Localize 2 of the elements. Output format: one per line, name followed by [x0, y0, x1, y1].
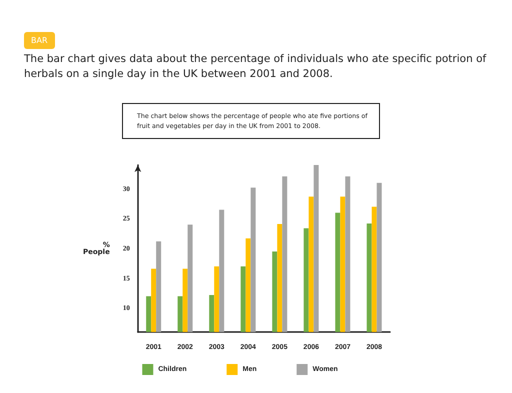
chart-title: The bar chart gives data about the percentage of individuals who ate specific potrion of herbals on a single day in the UK between 2001 and 2008.: [24, 52, 488, 82]
text: BAR: [24, 32, 55, 49]
